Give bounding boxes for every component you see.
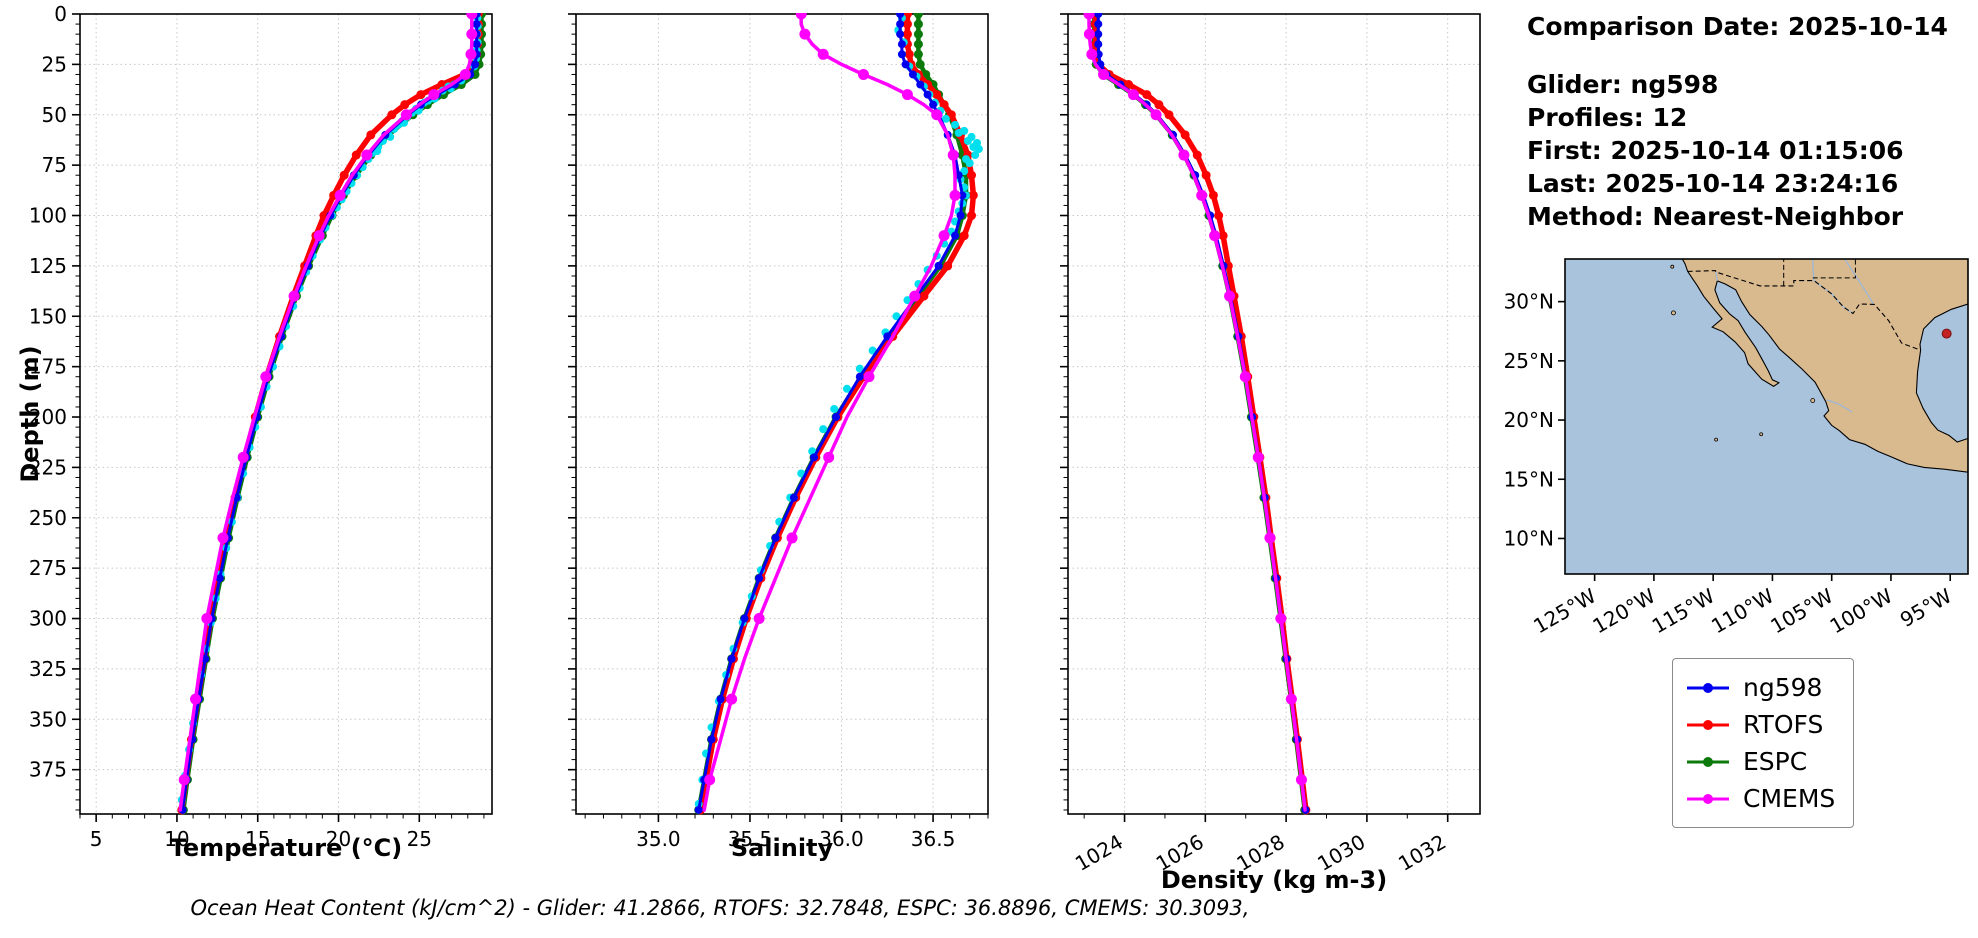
svg-text:300: 300 [29,607,67,631]
salinity-axis-label: Salinity [730,834,834,862]
temperature-axis-label: Temperature (°C) [169,834,403,862]
profiles-count-text: Profiles: 12 [1527,103,1688,132]
svg-text:95°W: 95°W [1896,583,1956,632]
svg-text:30°N: 30°N [1504,290,1554,314]
svg-text:0: 0 [54,2,67,26]
last-profile-text: Last: 2025-10-14 23:24:16 [1527,169,1899,198]
svg-text:35.5: 35.5 [728,827,773,851]
svg-text:125°W: 125°W [1529,583,1600,638]
legend-label: RTOFS [1743,710,1824,739]
svg-text:125: 125 [29,254,67,278]
svg-text:225: 225 [29,455,67,479]
svg-text:175: 175 [29,355,67,379]
density-axis-label: Density (kg m-3) [1160,866,1388,894]
svg-text:10°N: 10°N [1504,526,1554,550]
glider-name-text: Glider: ng598 [1527,70,1719,99]
svg-text:275: 275 [29,556,67,580]
svg-text:25: 25 [407,827,432,851]
svg-text:250: 250 [29,506,67,530]
ng598-line-marker-icon [1687,682,1729,693]
legend-item-cmems: CMEMS [1685,780,1835,817]
svg-text:110°W: 110°W [1707,583,1778,638]
region-map: 10°N 15°N 20°N 25°N 30°N 125°W120°W115°W110°W… [1504,258,1969,638]
info-block: Comparison Date: 2025-10-14 Glider: ng59… [1527,10,1948,233]
svg-text:5: 5 [90,827,103,851]
info-spacer [1527,43,1948,68]
svg-text:10: 10 [164,827,189,851]
depth-axis-label: Depth (m) [16,345,44,483]
svg-text:150: 150 [29,304,67,328]
legend-label: CMEMS [1743,784,1836,813]
svg-text:36.5: 36.5 [911,827,956,851]
legend-label: ESPC [1743,747,1808,776]
svg-text:350: 350 [29,707,67,731]
svg-text:36.0: 36.0 [819,827,864,851]
svg-text:20°N: 20°N [1504,408,1554,432]
legend-item-espc: ESPC [1685,743,1835,780]
method-text: Method: Nearest-Neighbor [1527,202,1904,231]
svg-text:20: 20 [326,827,351,851]
svg-text:15°N: 15°N [1504,467,1554,491]
svg-text:35.0: 35.0 [636,827,681,851]
espc-line-marker-icon [1687,756,1729,767]
svg-text:120°W: 120°W [1589,583,1660,638]
svg-text:25°N: 25°N [1504,349,1554,373]
cmems-line-marker-icon [1687,793,1729,804]
svg-text:100: 100 [29,204,67,228]
svg-text:105°W: 105°W [1766,583,1837,638]
svg-text:375: 375 [29,758,67,782]
svg-text:75: 75 [42,153,67,177]
ohc-caption: Ocean Heat Content (kJ/cm^2) - Glider: 4… [190,896,1250,920]
legend-item-rtofs: RTOFS [1685,706,1835,743]
svg-text:25: 25 [42,52,67,76]
svg-text:200: 200 [29,405,67,429]
legend-label: ng598 [1743,673,1823,702]
comparison-date-text: Comparison Date: 2025-10-14 [1527,12,1948,41]
legend-item-ng598: ng598 [1685,669,1835,706]
svg-text:100°W: 100°W [1826,583,1897,638]
rtofs-line-marker-icon [1687,719,1729,730]
svg-text:15: 15 [245,827,270,851]
svg-text:115°W: 115°W [1648,583,1719,638]
svg-text:325: 325 [29,657,67,681]
first-profile-text: First: 2025-10-14 01:15:06 [1527,136,1904,165]
legend: ng598 RTOFS ESPC CMEMS [1672,658,1855,828]
svg-text:50: 50 [42,103,67,127]
